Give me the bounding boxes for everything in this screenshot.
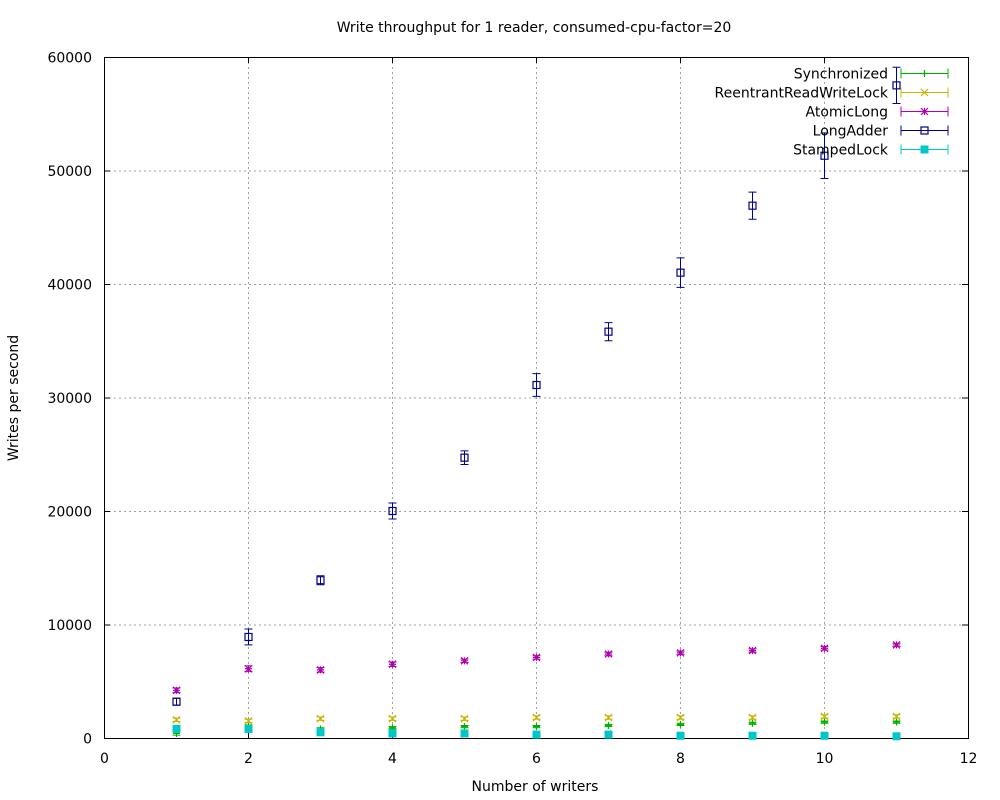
stampedlock-point (892, 732, 901, 741)
reentrantreadwritelock-point (388, 714, 397, 723)
longadder-error-bar (460, 450, 469, 465)
atomiclong-point (604, 650, 613, 658)
longadder-point (172, 697, 181, 706)
reentrantreadwritelock-point (460, 714, 469, 723)
y-tick-label: 40000 (47, 278, 92, 294)
series-reentrantreadwritelock (172, 712, 901, 725)
y-tick-label: 20000 (47, 505, 92, 521)
atomiclong-point (532, 653, 541, 662)
legend-marker-atomiclong (920, 107, 929, 116)
stampedlock-point (244, 724, 253, 733)
stampedlock-point (820, 731, 829, 740)
longadder-point (892, 81, 901, 90)
y-tick-label: 60000 (47, 51, 92, 67)
synchronized-point (533, 723, 540, 731)
longadder-error-bar (604, 322, 613, 342)
reentrantreadwritelock-point (172, 715, 181, 724)
atomiclong-point (244, 664, 253, 673)
x-tick-label: 8 (676, 751, 685, 767)
longadder-error-bar (748, 191, 757, 220)
longadder-error-bar (388, 502, 397, 520)
longadder-point (532, 380, 541, 390)
stampedlock-point (460, 729, 469, 738)
y-axis-label: Writes per second (6, 335, 22, 461)
longadder-point (676, 268, 685, 277)
legend-label-longadder: LongAdder (813, 124, 889, 140)
stampedlock-point (388, 729, 397, 738)
reentrantreadwritelock-point (316, 714, 325, 723)
data-points (172, 66, 901, 741)
legend-label-atomiclong: AtomicLong (806, 105, 889, 121)
x-tick-label: 12 (960, 751, 978, 767)
reentrantreadwritelock-point (532, 713, 541, 722)
series-stampedlock (172, 724, 901, 741)
y-tick-label: 0 (83, 732, 92, 748)
synchronized-point (749, 719, 756, 727)
legend-marker-longadder (920, 126, 929, 135)
synchronized-point (605, 722, 612, 730)
atomiclong-point (748, 646, 757, 655)
stampedlock-point (604, 730, 613, 739)
stampedlock-point (316, 728, 325, 737)
legend-line-longadder (900, 125, 949, 136)
reentrantreadwritelock-point (244, 717, 253, 725)
legend-label-synchronized: Synchronized (794, 67, 888, 83)
series-longadder (172, 66, 901, 706)
longadder-error-bar (244, 628, 253, 646)
longadder-point (388, 506, 397, 516)
longadder-point (748, 201, 757, 210)
synchronized-point (821, 718, 828, 726)
longadder-error-bar (676, 257, 685, 288)
longadder-point (820, 151, 829, 160)
x-tick-label: 2 (244, 751, 253, 767)
atomiclong-point (388, 660, 397, 669)
legend-label-reentrantreadwritelock: ReentrantReadWriteLock (715, 86, 889, 102)
longadder-point (460, 453, 469, 462)
x-tick-label: 10 (816, 751, 834, 767)
x-tick-label: 4 (388, 751, 397, 767)
y-tick-label: 50000 (47, 164, 92, 180)
legend: Synchronized ReentrantReadWriteLock Atomic… (715, 67, 949, 159)
legend-label-stampedlock: StampedLock (793, 143, 889, 159)
atomiclong-point (316, 665, 325, 674)
longadder-error-bar (172, 697, 181, 706)
stampedlock-point (676, 731, 685, 740)
reentrantreadwritelock-point (676, 713, 685, 722)
y-tick-label: 10000 (47, 618, 92, 634)
longadder-error-bar (892, 66, 901, 105)
series-atomiclong (172, 641, 901, 695)
legend-marker-synchronized (921, 70, 928, 77)
atomiclong-point (892, 641, 901, 649)
longadder-point (316, 576, 325, 585)
x-tick-label: 6 (532, 751, 541, 767)
stampedlock-point (532, 730, 541, 739)
stampedlock-point (172, 724, 181, 733)
atomiclong-point (172, 686, 181, 695)
synchronized-point (893, 718, 900, 726)
longadder-error-bar (532, 373, 541, 397)
stampedlock-point (748, 731, 757, 740)
longadder-error-bar (820, 132, 829, 179)
atomiclong-point (820, 644, 829, 653)
reentrantreadwritelock-point (820, 712, 829, 721)
y-tick-label: 30000 (47, 391, 92, 407)
reentrantreadwritelock-point (604, 713, 613, 722)
x-tick-label: 0 (100, 751, 109, 767)
reentrantreadwritelock-point (892, 712, 901, 721)
atomiclong-point (676, 648, 685, 657)
longadder-point (244, 632, 253, 642)
x-axis-label: Number of writers (472, 779, 599, 795)
chart-title: Write throughput for 1 reader, consumed-… (337, 20, 732, 36)
axis-ticks: 0 2 4 6 8 10 12 0 10000 20000 30000 40000 50000 60000 (47, 51, 977, 768)
atomiclong-point (460, 656, 469, 665)
longadder-point (604, 327, 613, 336)
synchronized-point (677, 720, 684, 728)
synchronized-point (461, 723, 468, 731)
legend-marker-reentrantreadwritelock (920, 88, 929, 97)
grid (104, 57, 968, 738)
legend-marker-stampedlock (920, 145, 929, 154)
reentrantreadwritelock-point (748, 713, 757, 722)
